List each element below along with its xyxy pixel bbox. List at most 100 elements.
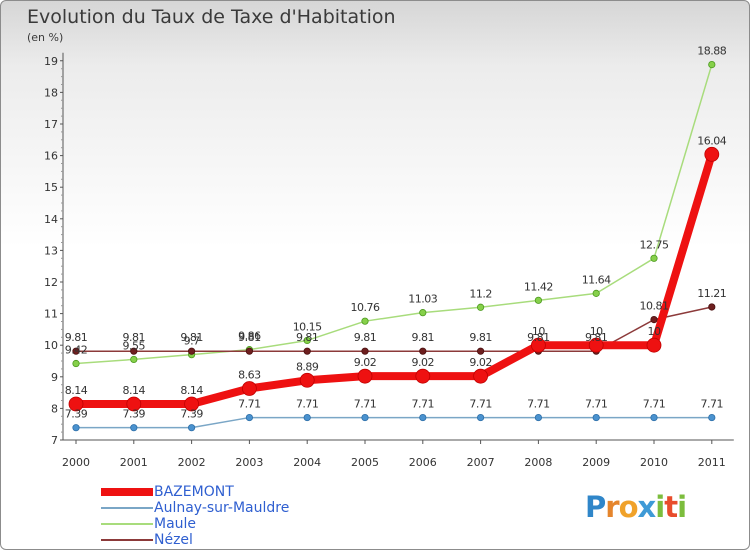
data-point-2 <box>650 254 658 262</box>
data-label-3: 9.81 <box>180 331 203 344</box>
x-tick-label: 2001 <box>120 456 148 469</box>
data-point-2 <box>130 355 138 364</box>
legend-item-bazemont: BAZEMONT <box>101 484 361 500</box>
legend-label-aulnay: Aulnay-sur-Mauldre <box>154 500 290 516</box>
data-label-0: 8.14 <box>123 384 146 397</box>
proxiti-logo: Proxiti <box>585 490 687 524</box>
data-label-3: 9.81 <box>354 331 377 344</box>
data-label-1: 7.71 <box>354 398 377 411</box>
data-point-1 <box>534 413 543 422</box>
y-tick-label: 18 <box>44 86 58 99</box>
data-label-2: 9.55 <box>123 339 146 352</box>
logo-letter: i <box>655 490 665 524</box>
data-point-2 <box>419 309 427 317</box>
data-point-2 <box>72 359 80 368</box>
data-label-3: 9.81 <box>527 331 550 344</box>
data-label-2: 11.03 <box>408 293 437 306</box>
data-label-0: 8.14 <box>180 384 203 397</box>
data-label-1: 7.71 <box>701 398 724 411</box>
y-tick-label: 15 <box>44 181 58 194</box>
data-label-3: 9.81 <box>412 331 435 344</box>
data-point-0 <box>126 396 142 412</box>
data-label-2: 9.86 <box>238 330 261 343</box>
chart-title: Evolution du Taux de Taxe d'Habitation <box>27 6 396 28</box>
data-label-0: 8.89 <box>296 360 319 373</box>
data-point-0 <box>299 372 315 388</box>
data-point-1 <box>303 413 311 422</box>
data-label-2: 10.15 <box>293 320 322 333</box>
data-point-3 <box>419 347 427 355</box>
data-point-0 <box>646 337 662 353</box>
data-label-1: 7.39 <box>65 408 88 421</box>
data-label-0: 9.02 <box>354 356 377 369</box>
logo-letter: i <box>677 490 687 524</box>
data-label-3: 9.81 <box>238 331 261 344</box>
x-tick-label: 2002 <box>178 456 206 469</box>
y-tick-label: 9 <box>51 371 58 384</box>
data-point-1 <box>188 424 196 432</box>
data-point-3 <box>650 316 658 324</box>
data-point-0 <box>588 337 604 353</box>
y-tick-label: 10 <box>44 339 58 352</box>
data-point-0 <box>241 381 257 396</box>
chart-subtitle: (en %) <box>27 31 64 44</box>
data-label-0: 16.04 <box>697 134 726 147</box>
data-point-0 <box>704 146 720 162</box>
y-tick-label: 19 <box>44 55 58 68</box>
logo-letter: r <box>605 490 619 524</box>
data-label-3: 9.81 <box>296 331 319 344</box>
data-label-0: 9.02 <box>412 356 435 369</box>
data-point-1 <box>708 413 716 422</box>
legend-item-aulnay: Aulnay-sur-Mauldre <box>101 500 361 516</box>
data-point-3 <box>188 347 196 355</box>
data-label-1: 7.71 <box>527 398 550 411</box>
data-label-1: 7.71 <box>643 398 666 411</box>
data-point-3 <box>72 347 80 355</box>
data-point-2 <box>534 296 543 304</box>
data-label-0: 9.02 <box>469 356 492 369</box>
data-point-1 <box>592 413 600 422</box>
data-point-1 <box>245 413 253 422</box>
data-point-0 <box>531 337 546 353</box>
x-tick-label: 2006 <box>409 456 437 469</box>
y-tick-label: 8 <box>51 402 58 415</box>
data-point-1 <box>361 413 369 422</box>
series-line-0 <box>76 153 716 408</box>
data-label-1: 7.71 <box>238 398 261 411</box>
y-tick-label: 17 <box>44 118 58 131</box>
data-point-0 <box>184 396 200 412</box>
data-point-0 <box>473 368 489 384</box>
data-label-0: 10 <box>532 325 545 338</box>
legend-label-bazemont: BAZEMONT <box>154 484 234 500</box>
data-label-1: 7.39 <box>123 408 146 421</box>
x-tick-label: 2005 <box>351 456 379 469</box>
y-tick-label: 16 <box>44 150 58 163</box>
data-point-0 <box>68 396 84 412</box>
data-label-3: 9.81 <box>585 331 608 344</box>
data-label-1: 7.39 <box>180 408 203 421</box>
data-point-1 <box>476 413 485 422</box>
data-point-2 <box>592 289 600 297</box>
data-point-1 <box>130 424 138 432</box>
data-point-2 <box>708 60 716 69</box>
data-label-2: 11.64 <box>582 273 611 286</box>
data-point-3 <box>245 347 253 355</box>
data-point-1 <box>650 413 658 422</box>
data-label-1: 7.71 <box>469 398 492 411</box>
data-point-1 <box>72 424 80 432</box>
x-tick-label: 2007 <box>467 456 495 469</box>
y-tick-label: 13 <box>44 244 58 257</box>
data-label-3: 9.81 <box>123 331 146 344</box>
data-label-1: 7.71 <box>412 398 435 411</box>
logo-letter: o <box>618 490 639 524</box>
data-label-3: 10.81 <box>640 300 669 313</box>
data-label-3: 9.81 <box>65 331 88 344</box>
data-label-3: 11.21 <box>697 287 726 300</box>
x-tick-label: 2010 <box>640 456 668 469</box>
data-label-2: 9.7 <box>184 335 200 348</box>
x-tick-label: 2004 <box>293 456 321 469</box>
logo-letter: P <box>585 490 606 524</box>
x-tick-label: 2000 <box>62 456 90 469</box>
data-label-0: 8.63 <box>238 368 261 381</box>
data-point-1 <box>419 413 427 422</box>
